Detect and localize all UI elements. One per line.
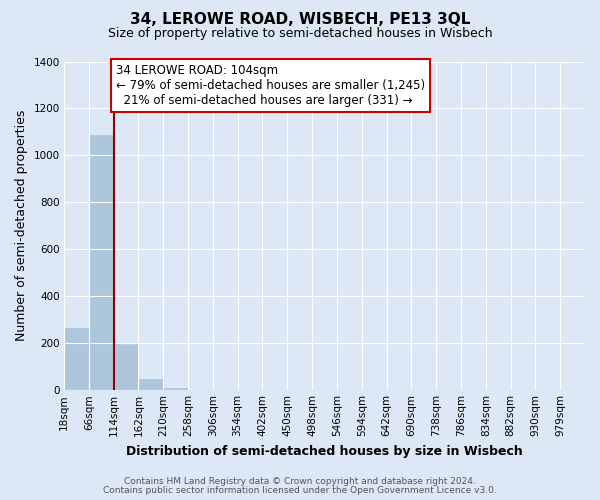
Bar — [139, 378, 163, 390]
Bar — [164, 388, 188, 390]
Bar — [64, 328, 88, 390]
Text: 34, LEROWE ROAD, WISBECH, PE13 3QL: 34, LEROWE ROAD, WISBECH, PE13 3QL — [130, 12, 470, 28]
Bar — [89, 136, 113, 390]
Text: Size of property relative to semi-detached houses in Wisbech: Size of property relative to semi-detach… — [107, 28, 493, 40]
Text: 34 LEROWE ROAD: 104sqm
← 79% of semi-detached houses are smaller (1,245)
  21% o: 34 LEROWE ROAD: 104sqm ← 79% of semi-det… — [116, 64, 425, 107]
Text: Contains HM Land Registry data © Crown copyright and database right 2024.: Contains HM Land Registry data © Crown c… — [124, 477, 476, 486]
Text: Contains public sector information licensed under the Open Government Licence v3: Contains public sector information licen… — [103, 486, 497, 495]
Bar — [114, 344, 138, 390]
Y-axis label: Number of semi-detached properties: Number of semi-detached properties — [15, 110, 28, 342]
X-axis label: Distribution of semi-detached houses by size in Wisbech: Distribution of semi-detached houses by … — [126, 444, 523, 458]
